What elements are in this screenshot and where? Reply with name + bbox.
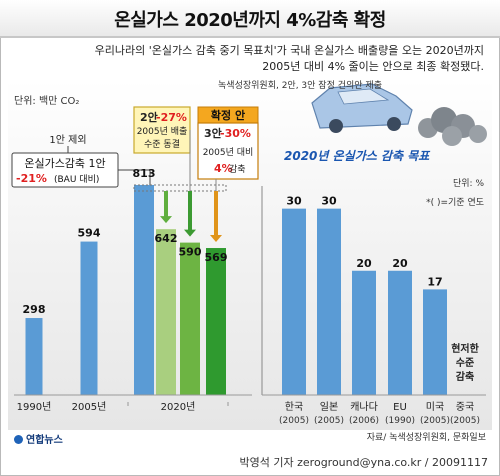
- target-bar-0: [282, 208, 306, 395]
- credit-line: 박영석 기자 zeroground@yna.co.kr / 20091117: [239, 456, 488, 469]
- plan1-basis: (BAU 대비): [54, 174, 99, 185]
- intro-text: 우리나라의 '온실가스 감축 중기 목표치'가 국내 온실가스 배출량을 오는 …: [0, 43, 500, 75]
- emission-bar-4: [180, 242, 200, 395]
- right-chart-title: 2020년 온실가스 감축 목표: [284, 149, 431, 163]
- country-label-4: 미국: [426, 401, 444, 413]
- plan1-title: 온실가스감축 1안: [24, 157, 105, 170]
- x-group-1990: 1990년: [17, 401, 52, 413]
- target-value-1: 30: [321, 195, 337, 208]
- base-year-label-3: (1990): [385, 416, 415, 426]
- emission-value-2: 813: [133, 167, 156, 180]
- emission-value-1: 594: [78, 227, 101, 240]
- country-label-2: 캐나다: [350, 401, 378, 413]
- reduction-arrowhead-1: [184, 229, 196, 237]
- plan3-label: 3안: [204, 126, 222, 140]
- emission-bar-5: [206, 248, 226, 395]
- country-label-3: EU: [393, 402, 407, 413]
- base-year-label-4: (2005): [420, 416, 450, 426]
- no-target-line-3: 감축: [456, 370, 474, 383]
- emission-bar-3: [156, 229, 176, 395]
- source-note: 자료/ 녹색성장위원회, 문화일보: [367, 432, 486, 443]
- plan3-header: 확정 안: [211, 108, 245, 122]
- target-bar-3: [388, 270, 412, 395]
- plan2-box: [133, 106, 191, 154]
- country-label-1: 일본: [320, 401, 338, 413]
- no-target-line-2: 수준: [456, 357, 474, 369]
- country-label-0: 한국: [285, 401, 303, 413]
- target-bar-2: [352, 270, 376, 395]
- plan3-line2: 2005년 대비: [203, 147, 254, 158]
- intro-line-1: 우리나라의 '온실가스 감축 중기 목표치'가 국내 온실가스 배출량을 오는 …: [94, 44, 484, 57]
- exhaust-smoke-icon: [418, 107, 487, 146]
- plan3-percent: -30%: [220, 127, 251, 140]
- footer-logo-text: 연합뉴스: [26, 435, 63, 446]
- title-bar: 온실가스 2020년까지 4%감축 확정: [0, 0, 500, 38]
- no-target-line-1: 현저한: [451, 342, 479, 355]
- plan1-header: 1안 제외: [49, 134, 86, 146]
- logo-circle-icon: [14, 435, 23, 444]
- plan1-percent: -21%: [16, 172, 47, 185]
- x-group-2020: 2020년: [161, 401, 196, 413]
- plan2-percent: -27%: [156, 111, 187, 124]
- proposal-note: 녹색성장위원회, 2안, 3안 잠정 건의안 제출: [218, 80, 382, 91]
- base-year-label-2: (2006): [349, 416, 379, 426]
- plan3-cut: 4%: [214, 162, 233, 175]
- emission-value-3: 642: [155, 232, 178, 245]
- emission-bar-1: [80, 241, 98, 395]
- plan2-label: 2안: [140, 110, 158, 124]
- target-bar-1: [317, 208, 341, 395]
- car-icon: [311, 83, 413, 133]
- emission-value-5: 569: [205, 251, 228, 264]
- emission-value-4: 590: [179, 246, 202, 259]
- intro-line-2: 2005년 대비 4% 줄이는 안으로 최종 확정됐다.: [262, 60, 484, 73]
- target-value-4: 17: [427, 275, 442, 288]
- reduction-arrowhead-2: [210, 235, 222, 243]
- emission-bar-0: [25, 318, 43, 395]
- base-year-note: *( )=기준 연도: [426, 197, 484, 208]
- targets-bar-chart: 30 한국 (2005) 30 일본 (2005) 20 캐나다 (2006) 20 EU (1990…: [279, 195, 480, 426]
- target-bar-4: [423, 289, 447, 395]
- base-year-label-0: (2005): [279, 416, 309, 426]
- plan2-line2: 2005년 배출: [137, 126, 188, 137]
- x-group-2005: 2005년: [72, 401, 107, 413]
- unit-left: 단위: 백만 CO₂: [14, 94, 79, 107]
- plan3-box: [197, 122, 259, 180]
- footer-logo: 연합뉴스: [14, 431, 63, 446]
- base-year-label-1: (2005): [314, 416, 344, 426]
- plan3-cut-suffix: 감축: [229, 163, 246, 175]
- unit-right: 단위: %: [453, 178, 484, 189]
- target-value-3: 20: [392, 257, 408, 270]
- country-label-5: 중국: [456, 401, 474, 413]
- base-year-label-5: (2005): [450, 416, 480, 426]
- plan2-line3: 수준 동결: [144, 139, 180, 150]
- target-value-2: 20: [356, 257, 372, 270]
- bau-level-marker: [133, 184, 227, 192]
- reduction-arrowhead-0: [160, 216, 172, 224]
- emission-value-0: 298: [23, 303, 46, 316]
- emission-bar-2: [134, 185, 154, 395]
- infographic-title: 온실가스 2020년까지 4%감축 확정: [114, 10, 386, 31]
- target-value-0: 30: [286, 195, 302, 208]
